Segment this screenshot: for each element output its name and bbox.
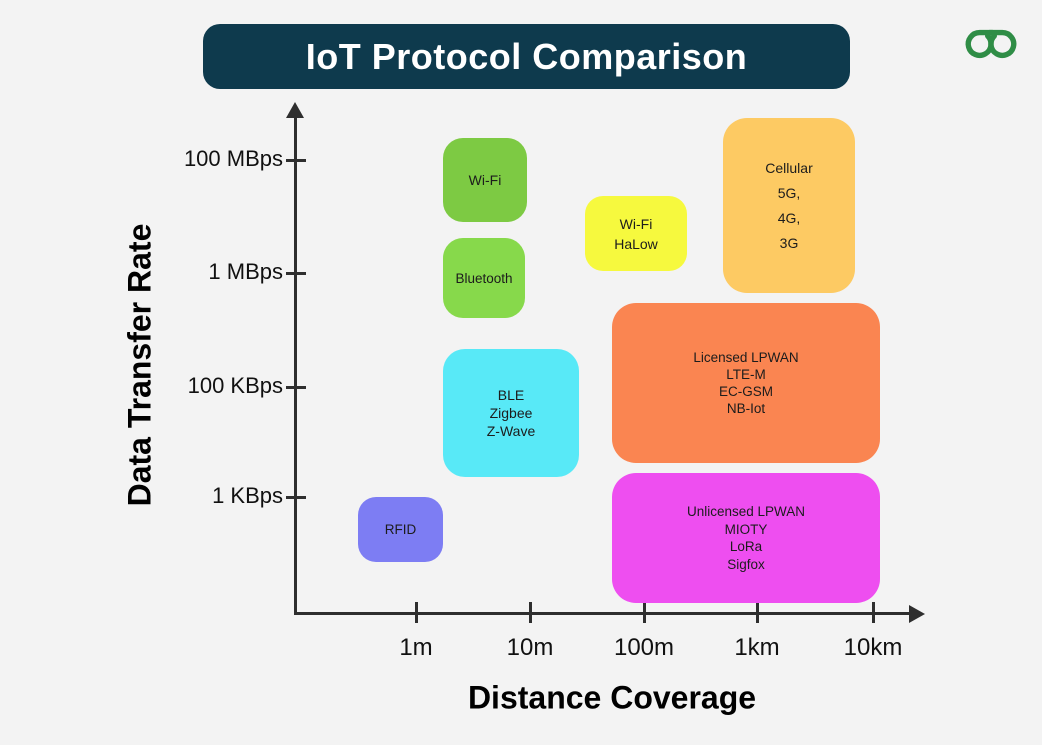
y-tick-label-100-mbps: 100 MBps (183, 146, 283, 171)
x-tick-mark-1km (755, 602, 759, 623)
x-tick-label-10km: 10km (843, 634, 903, 661)
chart-title: IoT Protocol Comparison (305, 35, 748, 77)
protocol-box-unlicensed-lpwan: Unlicensed LPWAN MIOTY LoRa Sigfox (612, 473, 880, 603)
x-axis-line (294, 612, 914, 615)
y-axis-line (294, 112, 297, 614)
protocol-label-lora: LoRa (729, 539, 763, 554)
protocol-label-5g: 5G, (777, 184, 801, 201)
y-tick-label-100-kbps: 100 KBps (187, 373, 283, 398)
y-tick-mark-100-kbps (286, 385, 306, 389)
protocol-label-lte-m: LTE-M (726, 367, 766, 382)
protocol-label-mioty: MIOTY (724, 521, 768, 537)
protocol-label-ec-gsm: EC-GSM (719, 384, 773, 399)
protocol-box-wi-fi: Wi-Fi (443, 138, 527, 222)
x-tick-label-1m: 1m (399, 634, 433, 661)
protocol-label-3g: 3G (779, 234, 799, 251)
x-tick-mark-100m (642, 602, 646, 623)
x-tick-label-1km: 1km (734, 634, 780, 661)
x-axis-title: Distance Coverage (467, 679, 757, 716)
y-tick-mark-1-kbps (286, 495, 306, 499)
geeksforgeeks-logo-right-g (986, 29, 1017, 59)
protocol-box-cellular: Cellular 5G, 4G, 3G (723, 118, 855, 293)
protocol-label-sigfox: Sigfox (727, 556, 765, 572)
x-tick-mark-10m (528, 602, 532, 623)
protocol-label-halow: HaLow (614, 235, 658, 252)
protocol-box-rfid: RFID (358, 497, 443, 562)
protocol-box-wi-fi-halow: Wi-Fi HaLow (585, 196, 687, 271)
protocol-label-ble: BLE (497, 387, 525, 403)
protocol-label-cellular: Cellular (765, 159, 813, 176)
protocol-label-rfid: RFID (384, 522, 417, 537)
x-axis-arrow-icon (909, 604, 925, 623)
y-tick-mark-100-mbps (286, 158, 306, 162)
y-axis-arrow-icon (286, 102, 304, 118)
protocol-label-nb-iot: NB-Iot (726, 401, 766, 416)
protocol-box-ble-zigbee-z-wave: BLE Zigbee Z-Wave (443, 349, 579, 477)
protocol-label-wi-fi: Wi-Fi (619, 215, 653, 232)
protocol-label-z-wave: Z-Wave (486, 423, 536, 439)
protocol-label-unlicensed-lpwan: Unlicensed LPWAN (686, 504, 806, 519)
y-tick-label-1-kbps: 1 KBps (212, 483, 283, 508)
x-tick-mark-10km (871, 602, 875, 623)
protocol-label-licensed-lpwan: Licensed LPWAN (693, 350, 799, 365)
y-tick-label-1-mbps: 1 MBps (208, 259, 283, 284)
title-banner: IoT Protocol Comparison (203, 24, 850, 89)
y-tick-mark-1-mbps (286, 271, 306, 275)
protocol-box-licensed-lpwan: Licensed LPWAN LTE-M EC-GSM NB-Iot (612, 303, 880, 463)
protocol-label-bluetooth: Bluetooth (455, 270, 513, 286)
geeksforgeeks-logo-icon (965, 29, 1017, 59)
x-tick-label-10m: 10m (506, 634, 554, 661)
protocol-label-wi-fi: Wi-Fi (468, 172, 502, 188)
x-tick-mark-1m (414, 602, 418, 623)
protocol-label-4g: 4G, (777, 209, 801, 226)
protocol-box-bluetooth: Bluetooth (443, 238, 525, 318)
protocol-label-zigbee: Zigbee (489, 405, 533, 421)
x-tick-label-100m: 100m (613, 634, 675, 661)
